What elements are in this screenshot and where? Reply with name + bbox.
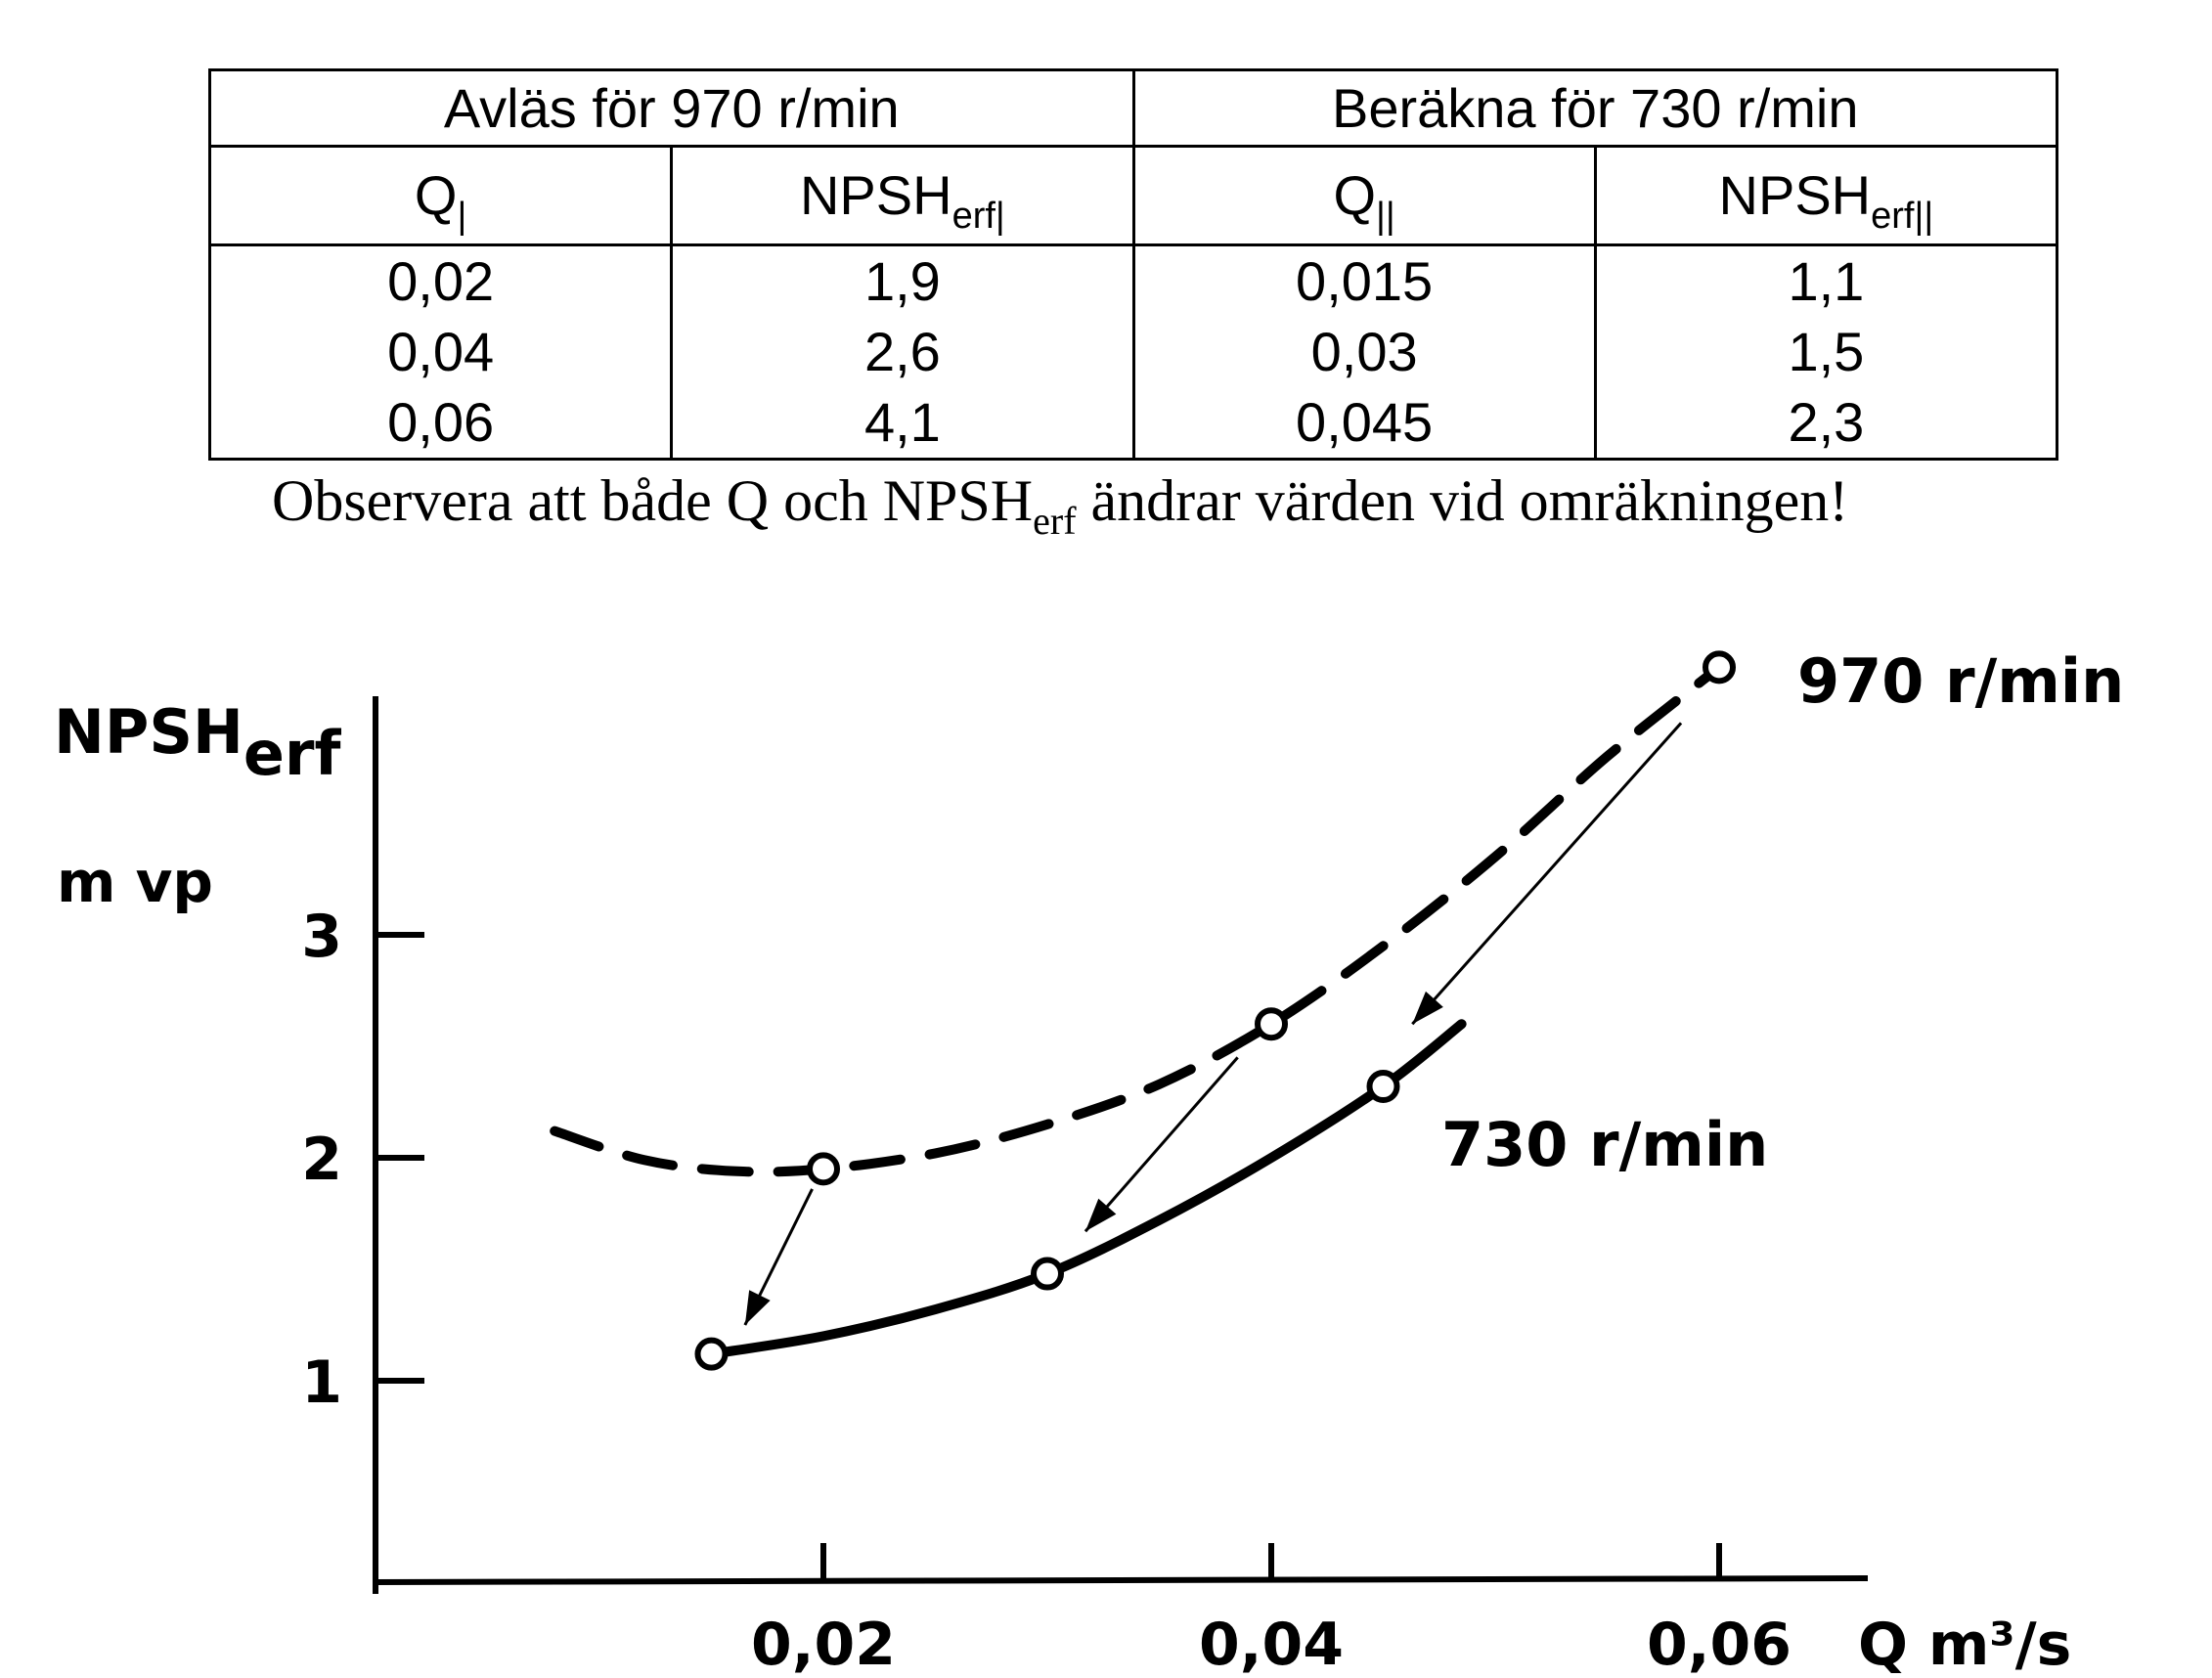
column-header-q1: Q|: [207, 145, 674, 246]
table-cell: 2,3: [1593, 387, 2059, 460]
arrow-head: [744, 1290, 771, 1325]
table-cell: 0,015: [1131, 243, 1597, 317]
data-point-730: [694, 1337, 729, 1371]
y-tick-label: 2: [301, 1126, 342, 1194]
table-row: 0,02 1,9 0,015 1,1: [207, 243, 2059, 317]
series-label-970: 970 r/min: [1797, 645, 2124, 717]
x-tick-label: 0,06: [1647, 1611, 1792, 1678]
x-axis: [375, 1575, 1869, 1585]
data-point-730: [1031, 1257, 1064, 1291]
data-point-970: [1703, 650, 1736, 684]
arrow-head: [1412, 991, 1443, 1025]
y-tick-label: 1: [301, 1348, 342, 1417]
table-row: 0,06 4,1 0,045 2,3: [207, 387, 2059, 460]
series-line-970: [550, 662, 1724, 1177]
table-cell: 2,6: [670, 317, 1135, 387]
table-cell: 0,02: [207, 243, 674, 317]
data-point-970: [807, 1152, 840, 1186]
table-cell: 0,04: [207, 317, 674, 387]
series-label-730: 730 r/min: [1441, 1109, 1768, 1180]
table-cell: 0,03: [1131, 317, 1597, 387]
table-cell: 0,06: [207, 387, 674, 460]
table-cell: 1,5: [1593, 317, 2059, 387]
group-header-730: Beräkna för 730 r/min: [1131, 68, 2058, 148]
group-header-970: Avläs för 970 r/min: [208, 68, 1135, 148]
table-row: 0,04 2,6 0,03 1,5: [207, 317, 2059, 387]
data-point-730: [1366, 1070, 1400, 1104]
column-header-npsh1: NPSHerf|: [670, 145, 1135, 246]
table-cell: 4,1: [670, 387, 1135, 460]
table-cell: 1,9: [670, 243, 1135, 317]
x-tick-label: 0,02: [751, 1611, 896, 1678]
arrow-head: [1084, 1198, 1117, 1232]
table-cell: 1,1: [1593, 243, 2059, 317]
column-header-q2: Q||: [1131, 145, 1597, 246]
x-axis-label: Q m³/s: [1858, 1611, 2071, 1678]
axes: [373, 696, 1869, 1594]
table-cell: 0,045: [1131, 387, 1597, 460]
conversion-arrow: [1411, 722, 1683, 1026]
series-line-730: [706, 1019, 1467, 1359]
note-text: Observera att både Q och NPSHerf ändrar …: [272, 468, 1849, 543]
x-tick-label: 0,04: [1199, 1611, 1344, 1678]
column-header-npsh2: NPSHerf||: [1593, 145, 2059, 246]
y-axis-unit: m vp: [57, 849, 213, 915]
y-axis-label: NPSHerf: [54, 696, 342, 789]
data-point-970: [1255, 1007, 1288, 1041]
conversion-table: Avläs för 970 r/min Beräkna för 730 r/mi…: [207, 68, 2059, 461]
conversion-arrow: [1084, 1056, 1239, 1233]
y-tick-label: 3: [301, 903, 342, 971]
